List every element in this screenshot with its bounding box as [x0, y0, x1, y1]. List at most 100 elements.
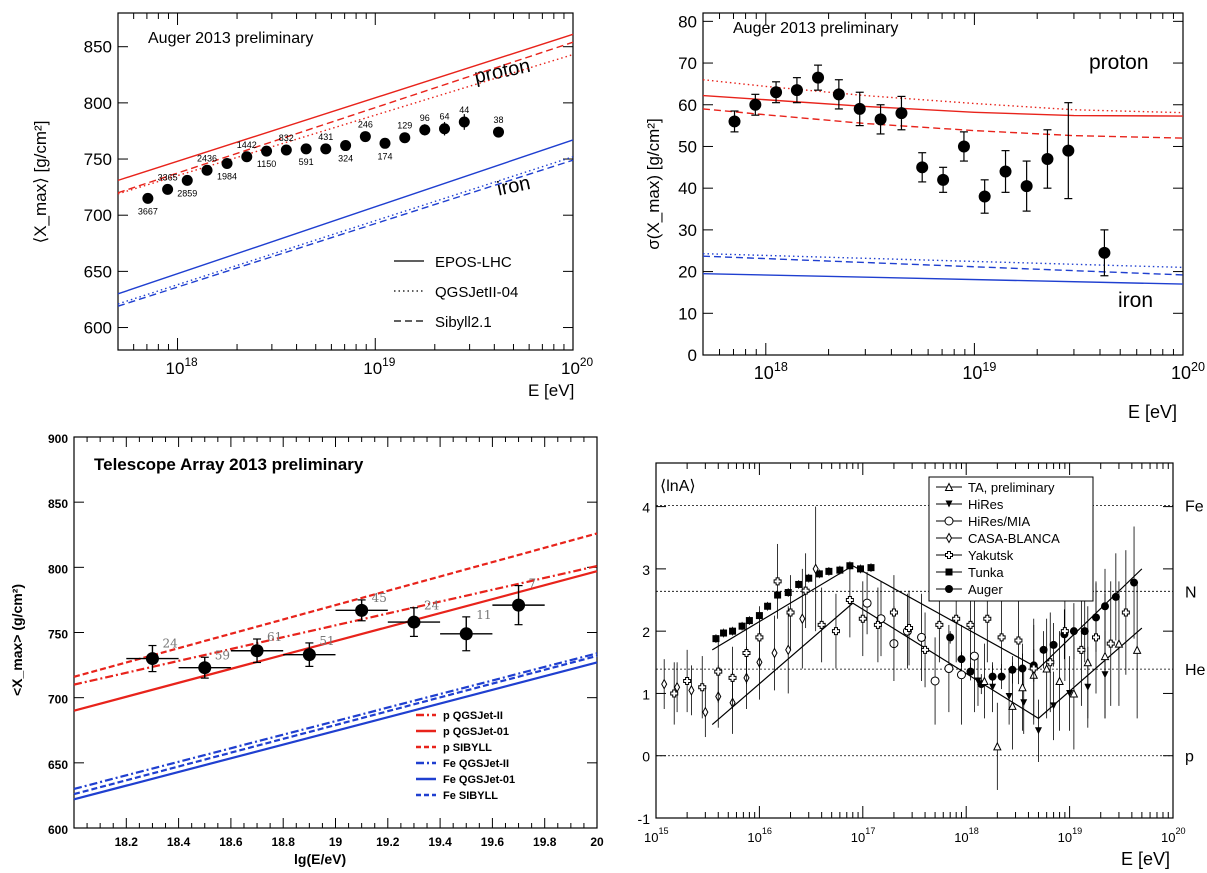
marker-open-cross	[1121, 608, 1130, 617]
data-point	[832, 88, 845, 101]
count-label: 61	[267, 630, 282, 644]
marker-filled-circle	[1049, 640, 1058, 649]
legend-label: EPOS-LHC	[435, 254, 512, 271]
x-tick-label: 1020	[1161, 826, 1186, 845]
marker-open-triangle	[1069, 688, 1079, 698]
marker-down-triangle	[974, 677, 982, 685]
marker-open-cross	[683, 676, 692, 685]
x-tick-label: 1015	[644, 826, 669, 845]
proton-model-line	[117, 41, 574, 194]
data-point	[399, 132, 411, 144]
model-line	[73, 652, 598, 790]
reference-label: He	[1185, 662, 1206, 679]
chart-title: Auger 2013 preliminary	[148, 30, 313, 47]
marker-open-cross	[1029, 664, 1038, 673]
marker-open-cross	[845, 596, 854, 605]
data-point	[895, 107, 908, 120]
data-point	[250, 644, 264, 658]
x-tick-label: 18.2	[115, 835, 139, 849]
marker-filled-square	[836, 566, 844, 574]
marker-filled-square	[825, 567, 833, 575]
iron-model-line	[117, 159, 574, 307]
marker-open-circle	[930, 676, 940, 686]
marker-open-triangle	[1114, 638, 1124, 648]
y-tick-label: 850	[48, 497, 68, 511]
data-point	[201, 164, 213, 176]
marker-open-diamond	[812, 563, 819, 575]
x-tick-label: 1019	[1058, 826, 1083, 845]
plot-frame	[702, 12, 1184, 356]
count-label: 1150	[257, 159, 276, 169]
marker-open-cross	[1060, 627, 1069, 636]
marker-open-diamond	[799, 613, 806, 625]
marker-filled-square	[764, 602, 772, 610]
marker-open-diamond	[661, 678, 668, 690]
data-point	[300, 143, 312, 155]
marker-open-cross	[1046, 658, 1055, 667]
marker-filled-circle	[1069, 627, 1078, 636]
marker-filled-square	[729, 627, 737, 635]
count-label: 24	[424, 599, 440, 613]
marker-filled-circle	[1130, 578, 1139, 587]
legend-label: HiRes	[968, 497, 1004, 512]
y-tick-label: 650	[48, 758, 68, 772]
iron-model-line	[702, 255, 1184, 276]
marker-filled-circle	[946, 633, 955, 642]
legend: p QGSJet-II p QGSJet-01 p SIBYLL Fe QGSJ…	[416, 710, 515, 802]
marker-open-triangle	[1100, 651, 1110, 661]
marker-open-circle	[956, 670, 966, 680]
iron-model-line	[702, 272, 1184, 285]
data-point	[355, 603, 369, 617]
y-tick-label: 900	[48, 432, 68, 446]
marker-filled-square	[795, 580, 803, 588]
panel-auger-sigma: Auger 2013 preliminary σ(X_max) [g/cm²] …	[644, 12, 1205, 422]
marker-down-triangle	[989, 683, 997, 691]
marker-open-cross	[952, 614, 961, 623]
marker-filled-circle	[945, 585, 953, 593]
y-tick-label: 2	[642, 624, 650, 640]
legend-label: Tunka	[968, 565, 1004, 580]
legend-label: p SIBYLL	[443, 742, 492, 754]
marker-open-circle	[944, 664, 954, 674]
y-tick-label: 600	[84, 319, 112, 338]
data-point	[181, 174, 193, 186]
count-label: 96	[420, 113, 430, 123]
marker-open-cross	[945, 551, 953, 559]
y-tick-label: 40	[678, 179, 697, 198]
data-point	[493, 126, 505, 138]
marker-open-diamond	[702, 706, 709, 718]
marker-open-circle	[917, 632, 927, 642]
marker-open-cross	[831, 627, 840, 636]
marker-open-circle	[944, 516, 954, 526]
legend-label: Fe SIBYLL	[443, 790, 498, 802]
y-tick-label: -1	[638, 811, 651, 827]
marker-open-cross	[1014, 636, 1023, 645]
marker-open-cross	[773, 577, 782, 586]
fit-line	[711, 565, 1143, 670]
y-tick-label: 600	[48, 823, 68, 837]
data-point	[1062, 144, 1075, 157]
marker-open-cross	[670, 689, 679, 698]
reference-label: Fe	[1185, 498, 1204, 515]
marker-open-cross	[786, 608, 795, 617]
chart-title: Telescope Array 2013 preliminary	[94, 455, 364, 474]
data-point	[1020, 180, 1033, 193]
y-tick-label: 750	[48, 628, 68, 642]
marker-open-cross	[817, 620, 826, 629]
marker-open-triangle	[1008, 701, 1017, 710]
data-point	[379, 137, 391, 149]
data-point	[407, 615, 421, 629]
y-tick-label: 60	[678, 96, 697, 115]
marker-down-triangle	[945, 500, 953, 508]
legend-label: QGSJetII-04	[435, 284, 518, 301]
plot-frame	[655, 462, 1174, 819]
count-label: 2859	[177, 188, 197, 198]
marker-open-cross	[698, 683, 707, 692]
y-axis-label: ⟨lnA⟩	[660, 478, 696, 495]
data-point	[1041, 152, 1054, 165]
marker-open-diamond	[945, 532, 953, 544]
y-tick-label: 700	[48, 693, 68, 707]
y-tick-label: 3	[642, 562, 650, 578]
marker-filled-square	[745, 617, 753, 625]
data-point	[999, 165, 1012, 178]
